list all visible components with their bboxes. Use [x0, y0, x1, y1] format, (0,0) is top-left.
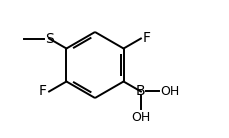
Text: B: B	[136, 84, 145, 99]
Text: F: F	[142, 31, 150, 46]
Text: OH: OH	[159, 85, 178, 98]
Text: S: S	[44, 31, 53, 46]
Text: OH: OH	[131, 112, 150, 124]
Text: F: F	[39, 84, 47, 99]
